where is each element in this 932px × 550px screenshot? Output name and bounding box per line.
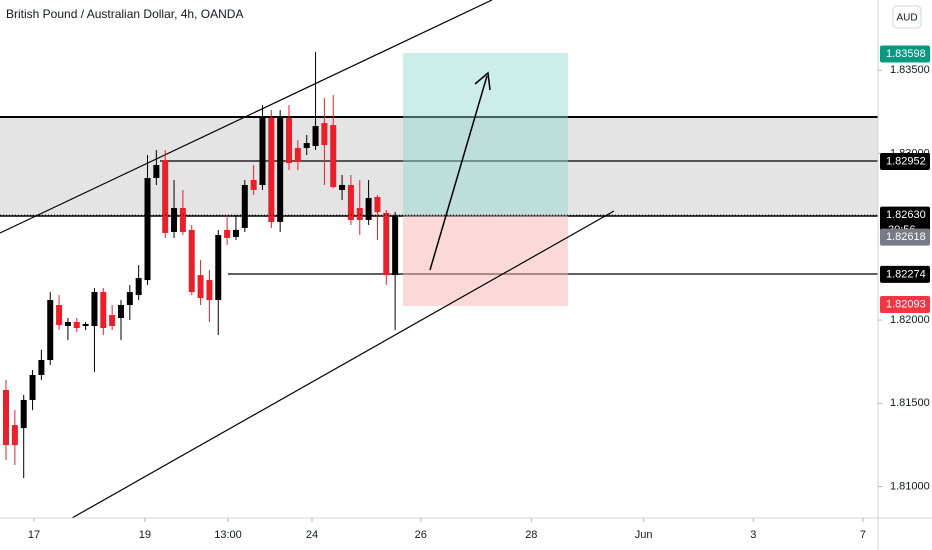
price-label-box	[880, 45, 930, 63]
plot-area	[0, 0, 878, 519]
candle-body	[383, 212, 390, 276]
price-label-box	[880, 228, 930, 246]
candle-body	[73, 322, 80, 329]
stop-zone	[403, 216, 568, 306]
candle-body	[11, 425, 18, 446]
x-tick-label: 3	[750, 529, 756, 541]
candle-body	[91, 292, 98, 327]
x-tick-label: 28	[525, 529, 537, 541]
price-label: 1.82093	[886, 298, 926, 310]
candle-body	[232, 229, 239, 237]
x-tick-label: 19	[139, 529, 151, 541]
candle-body	[117, 305, 124, 319]
candle-body	[250, 179, 257, 190]
candle-body	[47, 300, 54, 360]
candle-body	[374, 196, 381, 212]
candle-body	[241, 184, 248, 228]
x-tick-label: 13:00	[214, 529, 242, 541]
x-tick-label: 7	[860, 529, 866, 541]
candle-body	[206, 280, 213, 301]
chart-title: British Pound / Australian Dollar, 4h, O…	[6, 7, 243, 21]
candle-body	[268, 118, 275, 222]
candle-body	[347, 184, 354, 220]
candle-body	[56, 305, 63, 326]
y-tick-label: 1.83500	[890, 64, 930, 76]
price-label-box	[880, 296, 930, 314]
candle-body	[82, 324, 89, 327]
target-zone	[403, 53, 568, 216]
price-label: 1.82952	[886, 155, 926, 167]
candle-body	[224, 229, 231, 238]
y-tick-label: 1.82000	[890, 314, 930, 326]
x-tick-label: 24	[306, 529, 318, 541]
candle-body	[153, 165, 160, 178]
price-label: 1.82274	[886, 268, 926, 280]
candle-body	[215, 234, 222, 301]
y-tick-label: 1.81000	[890, 480, 930, 492]
candle-body	[38, 359, 45, 375]
price-label-box	[880, 265, 930, 283]
price-label: 1.83598	[886, 48, 926, 60]
candle-body	[365, 197, 372, 220]
x-tick-label: 17	[28, 529, 40, 541]
candle-body	[179, 207, 186, 232]
candle-body	[135, 278, 142, 296]
currency-label[interactable]: AUD	[896, 13, 917, 24]
candle-body	[64, 322, 71, 327]
candle-body	[303, 143, 310, 149]
x-tick-label: 26	[415, 529, 427, 541]
candle-body	[109, 315, 116, 327]
candle-body	[100, 292, 107, 329]
candle-body	[162, 160, 169, 233]
candle-body	[277, 118, 284, 222]
price-label: 1.82630	[886, 209, 926, 221]
candle-body	[20, 399, 27, 429]
price-label-box	[880, 153, 930, 171]
candle-body	[188, 229, 195, 293]
candle-body	[259, 118, 266, 185]
candle-body	[330, 125, 337, 187]
price-label: 1.82618	[886, 231, 926, 243]
candle-body	[126, 292, 133, 306]
channel-line	[0, 0, 493, 234]
candle-body	[321, 123, 328, 146]
x-tick-label: Jun	[635, 529, 653, 541]
currency-button[interactable]	[892, 5, 922, 29]
candle-body	[339, 184, 346, 190]
candle-body	[294, 148, 301, 163]
arrow	[429, 75, 488, 271]
arrow-head	[474, 71, 491, 91]
channel-line	[71, 210, 615, 519]
candle-body	[392, 215, 399, 276]
candle-body	[356, 207, 363, 220]
candle-body	[197, 275, 204, 299]
candle-body	[29, 374, 36, 400]
candle-body	[171, 207, 178, 232]
candle-body	[286, 118, 293, 164]
candle-body	[144, 177, 151, 281]
y-tick-label: 1.81500	[890, 397, 930, 409]
candle-body	[312, 126, 319, 147]
candle-body	[3, 389, 10, 446]
